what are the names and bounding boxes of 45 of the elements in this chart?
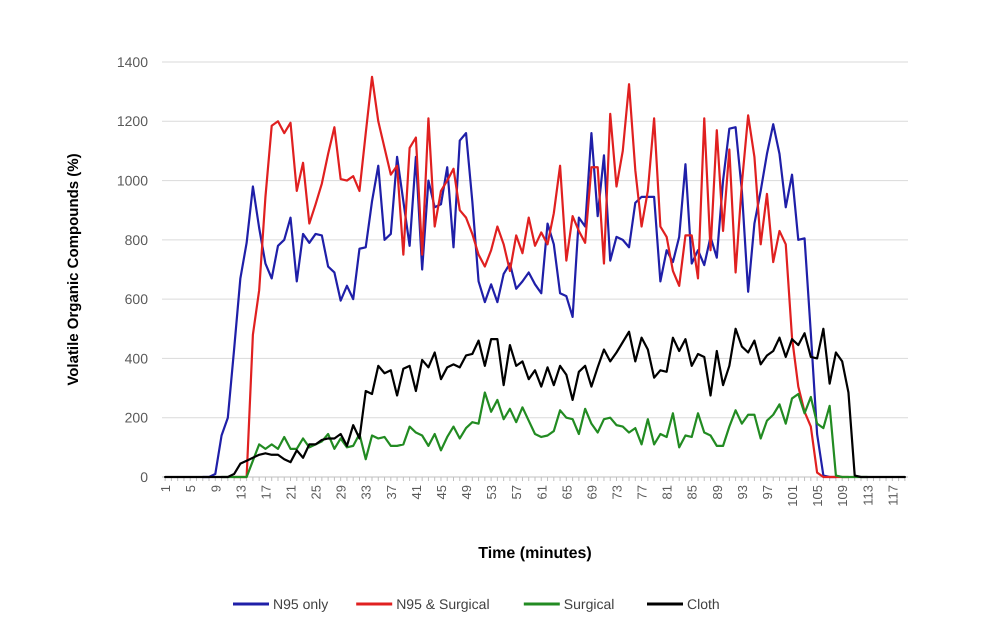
legend-label: N95 only	[273, 596, 328, 612]
y-tick-label: 400	[124, 350, 148, 366]
x-tick-label: 77	[634, 485, 650, 500]
x-tick-label: 69	[584, 485, 600, 500]
x-tick-label: 21	[284, 485, 299, 500]
x-tick-label: 29	[334, 485, 349, 500]
x-tick-label: 93	[734, 485, 750, 500]
x-tick-label: 45	[434, 485, 449, 500]
x-tick-label: 97	[760, 485, 775, 500]
x-tick-label: 61	[534, 485, 550, 500]
y-tick-label: 600	[124, 291, 148, 308]
x-tick-label: 9	[208, 485, 224, 492]
y-tick-label: 0	[140, 468, 148, 485]
x-tick-label: 13	[233, 485, 248, 500]
x-tick-label: 53	[484, 485, 500, 500]
x-tick-label: 37	[384, 485, 399, 500]
x-tick-label: 65	[559, 485, 574, 500]
x-tick-label: 57	[509, 485, 524, 500]
x-tick-label: 101	[785, 485, 800, 507]
y-tick-label: 800	[124, 232, 148, 248]
y-tick-label: 200	[124, 410, 148, 426]
x-axis-title: Time (minutes)	[478, 545, 592, 562]
x-tick-label: 49	[459, 485, 474, 500]
y-axis-title: Volatile Organic Compounds (%)	[65, 153, 82, 386]
x-tick-label: 33	[358, 485, 374, 500]
x-tick-label: 41	[408, 485, 424, 500]
x-tick-label: 117	[885, 485, 900, 506]
x-tick-label: 113	[860, 485, 876, 506]
x-tick-label: 17	[258, 485, 274, 500]
x-tick-label: 81	[660, 485, 675, 500]
legend-label: Surgical	[564, 596, 614, 612]
legend-label: N95 & Surgical	[396, 596, 490, 612]
y-tick-label: 1200	[116, 113, 148, 130]
x-tick-label: 105	[810, 485, 826, 507]
legend-label: Cloth	[687, 596, 720, 612]
x-tick-label: 25	[308, 485, 324, 500]
x-tick-label: 73	[609, 485, 624, 500]
y-tick-label: 1000	[116, 172, 148, 188]
x-tick-label: 89	[710, 485, 725, 500]
line-series	[164, 328, 906, 478]
x-tick-label: 109	[835, 485, 850, 507]
y-tick-label: 1400	[116, 54, 148, 70]
x-tick-label: 5	[183, 485, 198, 492]
x-tick-label: 1	[158, 485, 174, 492]
x-tick-label: 85	[684, 485, 700, 500]
